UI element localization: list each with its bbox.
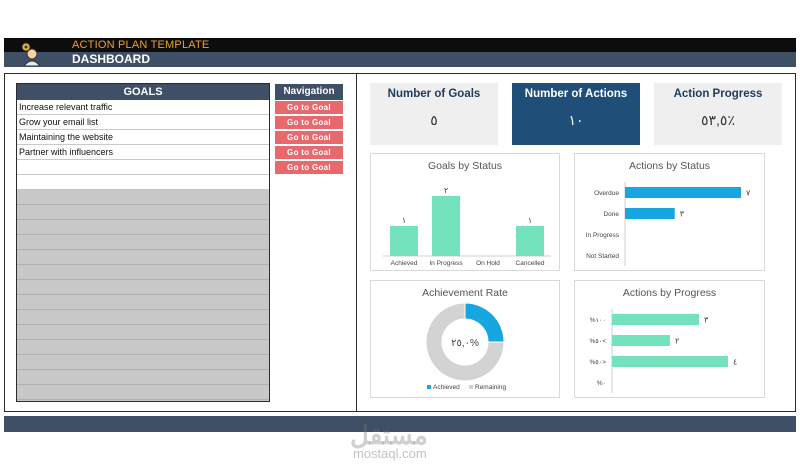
goal-row[interactable]: Partner with influencers xyxy=(17,145,269,160)
watermark-logo: مستقل xyxy=(350,420,428,450)
goal-row[interactable]: Increase relevant traffic xyxy=(17,100,269,115)
tick-label: Achieved xyxy=(391,260,418,267)
empty-goal-row xyxy=(17,325,269,340)
navigation-header: Navigation xyxy=(275,84,343,100)
actions-by-status-plot: Overdue ٧ Done ٣ In Progress Not Started xyxy=(586,182,751,266)
empty-goal-row xyxy=(17,250,269,265)
kpi-value: ٥ xyxy=(430,112,438,128)
bar xyxy=(432,196,460,256)
legend-swatch xyxy=(469,385,473,389)
tick-label: %١٠٠ xyxy=(590,317,606,324)
tick-label: Overdue xyxy=(594,190,619,197)
achievement-rate-chart: Achievement Rate ٢٥,٠% Achieved Remaining xyxy=(370,280,560,398)
dashboard-frame xyxy=(4,73,796,412)
go-to-goal-button[interactable]: Go to Goal xyxy=(275,161,343,174)
empty-goal-row xyxy=(17,205,269,220)
bar xyxy=(390,226,418,256)
actions-by-progress-chart: Actions by Progress %١٠٠ ٣ %٥٠< ٢ %٥٠> ٤ %٠ xyxy=(574,280,765,398)
chart-title: Achievement Rate xyxy=(422,287,508,299)
bar xyxy=(612,335,670,346)
goal-row[interactable] xyxy=(17,160,269,175)
header-subbar xyxy=(4,52,796,67)
bar xyxy=(516,226,544,256)
kpi-number-of-goals: Number of Goals ٥ xyxy=(370,83,498,145)
tick-label: %٠ xyxy=(597,380,606,387)
tick-label: In Progress xyxy=(429,260,463,267)
goals-header: GOALS xyxy=(17,84,269,100)
data-label: ٧ xyxy=(746,189,751,198)
panel-divider xyxy=(356,73,357,412)
empty-goal-row xyxy=(17,280,269,295)
tick-label: Not Started xyxy=(586,253,619,260)
footer-bar xyxy=(4,416,796,432)
empty-goal-row xyxy=(17,220,269,235)
goal-row[interactable]: Grow your email list xyxy=(17,115,269,130)
data-label: ١ xyxy=(402,216,406,225)
empty-goal-row xyxy=(17,370,269,385)
empty-goal-row xyxy=(17,295,269,310)
data-label: ٢ xyxy=(444,186,448,195)
data-label: ١ xyxy=(528,216,532,225)
empty-goal-row xyxy=(17,310,269,325)
actions-by-progress-plot: %١٠٠ ٣ %٥٠< ٢ %٥٠> ٤ %٠ xyxy=(589,309,737,393)
kpi-title: Number of Goals xyxy=(387,88,481,100)
legend-label: Remaining xyxy=(475,384,506,391)
data-label: ٣ xyxy=(680,210,685,219)
empty-goal-row xyxy=(17,190,269,205)
chart-title: Goals by Status xyxy=(427,160,503,172)
bar xyxy=(612,314,699,325)
achievement-rate-plot: ٢٥,٠% Achieved Remaining xyxy=(425,302,506,391)
bar xyxy=(625,208,675,219)
chart-title: Actions by Status xyxy=(628,160,711,172)
kpi-title: Action Progress xyxy=(673,88,763,100)
kpi-value: ١٠ xyxy=(568,112,584,128)
goal-row[interactable] xyxy=(17,175,269,190)
tick-label: On Hold xyxy=(476,260,500,267)
goals-by-status-chart: Goals by Status ١ Achieved ٢ In Progress On … xyxy=(370,153,560,271)
tick-label: Done xyxy=(603,211,619,218)
kpi-value: ٥٣,٥٪ xyxy=(701,112,735,128)
header-bar xyxy=(4,38,796,52)
center-label: ٢٥,٠% xyxy=(451,338,479,349)
data-label: ٣ xyxy=(704,316,709,325)
go-to-goal-button[interactable]: Go to Goal xyxy=(275,101,343,114)
goals-by-status-plot: ١ Achieved ٢ In Progress On Hold ١ Cancelled xyxy=(383,186,551,267)
legend-swatch xyxy=(427,385,431,389)
page-title: DASHBOARD xyxy=(72,52,150,66)
kpi-title: Number of Actions xyxy=(524,88,628,100)
empty-goal-row xyxy=(17,235,269,250)
app-title: ACTION PLAN TEMPLATE xyxy=(72,39,210,51)
bar xyxy=(612,356,728,367)
go-to-goal-button[interactable]: Go to Goal xyxy=(275,116,343,129)
data-label: ٢ xyxy=(675,337,679,346)
tick-label: %٥٠> xyxy=(589,359,606,366)
kpi-number-of-actions: Number of Actions ١٠ xyxy=(512,83,640,145)
go-to-goal-button[interactable]: Go to Goal xyxy=(275,131,343,144)
empty-goal-row xyxy=(17,355,269,370)
person-gear-icon xyxy=(21,42,41,66)
tick-label: In Progress xyxy=(586,232,620,239)
data-label: ٤ xyxy=(733,358,737,367)
empty-goal-row xyxy=(17,385,269,400)
chart-title: Actions by Progress xyxy=(622,287,717,299)
kpi-action-progress: Action Progress ٥٣,٥٪ xyxy=(654,83,782,145)
empty-goal-row xyxy=(17,340,269,355)
tick-label: %٥٠< xyxy=(589,338,606,345)
tick-label: Cancelled xyxy=(516,260,545,267)
go-to-goal-button[interactable]: Go to Goal xyxy=(275,146,343,159)
pie-slice xyxy=(425,302,505,382)
empty-goal-row xyxy=(17,265,269,280)
watermark-url: mostaql.com xyxy=(353,446,427,461)
legend-label: Achieved xyxy=(433,384,460,391)
goal-row[interactable]: Maintaining the website xyxy=(17,130,269,145)
bar xyxy=(625,187,741,198)
actions-by-status-chart: Actions by Status Overdue ٧ Done ٣ In Progre… xyxy=(574,153,765,271)
pie-slice xyxy=(464,302,505,343)
